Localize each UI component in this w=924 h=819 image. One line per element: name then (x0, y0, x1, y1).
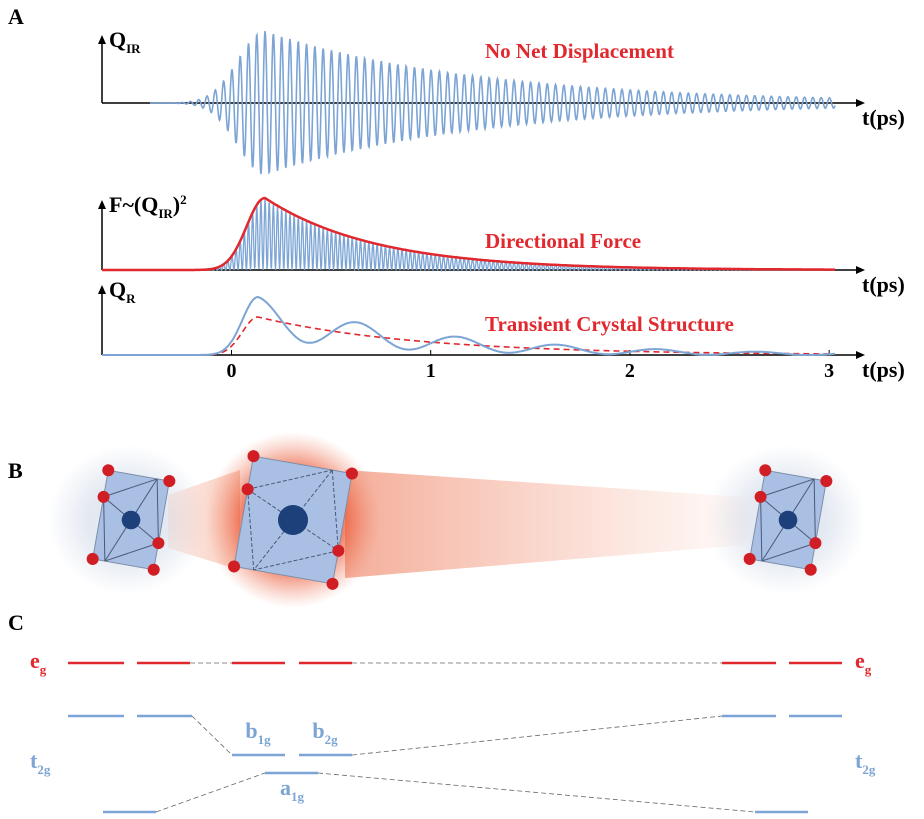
label-sub: g (865, 662, 872, 677)
label: eg (855, 648, 872, 677)
label: b1g (245, 718, 271, 747)
label-main: Q (109, 27, 126, 52)
label: a1g (280, 775, 305, 804)
label: t2g (855, 748, 876, 777)
label-sub: 2g (862, 762, 876, 777)
label-main: a (280, 775, 291, 800)
annotation: No Net Displacement (485, 39, 674, 63)
label: eg (30, 648, 47, 677)
x-tick-label: 0 (226, 360, 236, 382)
axis-arrow (98, 200, 106, 209)
label-main: e (855, 648, 865, 673)
connector (318, 773, 755, 812)
label-after: ) (173, 192, 180, 217)
label-sub: 2g (325, 732, 339, 747)
x-axis-label: t(ps) (862, 105, 905, 130)
label-sub: IR (126, 41, 141, 56)
label: t2g (30, 748, 51, 777)
panel-label: A (8, 4, 24, 29)
figure: A B C QIRt(ps)No Net DisplacementF~(QIR)… (0, 0, 924, 819)
annotation: Directional Force (485, 229, 641, 253)
x-axis-label: t(ps) (862, 272, 905, 297)
connector (156, 773, 265, 812)
energy-band (345, 470, 745, 578)
axis-arrow (98, 285, 106, 294)
label: QR (109, 277, 136, 306)
panel-b (48, 432, 866, 608)
axis-arrow (98, 35, 106, 44)
panel-label: B (8, 458, 23, 483)
label-sub: IR (158, 206, 173, 221)
x-tick-label: 2 (625, 360, 635, 382)
connector (192, 716, 232, 755)
label: QIR (109, 27, 141, 56)
x-tick-label: 3 (824, 360, 834, 382)
label-main: e (30, 648, 40, 673)
annotation: Transient Crystal Structure (485, 312, 734, 336)
label: F~(QIR)2 (109, 192, 187, 221)
label-sup: 2 (180, 192, 187, 207)
label-main: b (312, 718, 324, 743)
label-sub: g (40, 662, 47, 677)
x-tick-label: 1 (426, 360, 436, 382)
x-axis-label: t(ps) (862, 357, 905, 382)
label-sub: 2g (37, 762, 51, 777)
label-sub: 1g (258, 732, 272, 747)
label-main: b (245, 718, 257, 743)
force-envelope (102, 198, 835, 270)
panel-label: C (8, 610, 24, 635)
label-main: Q (109, 277, 126, 302)
label-main: F~(Q (109, 192, 158, 217)
label-sub: 1g (291, 789, 305, 804)
connector (352, 716, 722, 755)
label: b2g (312, 718, 338, 747)
label-sub: R (126, 291, 136, 306)
